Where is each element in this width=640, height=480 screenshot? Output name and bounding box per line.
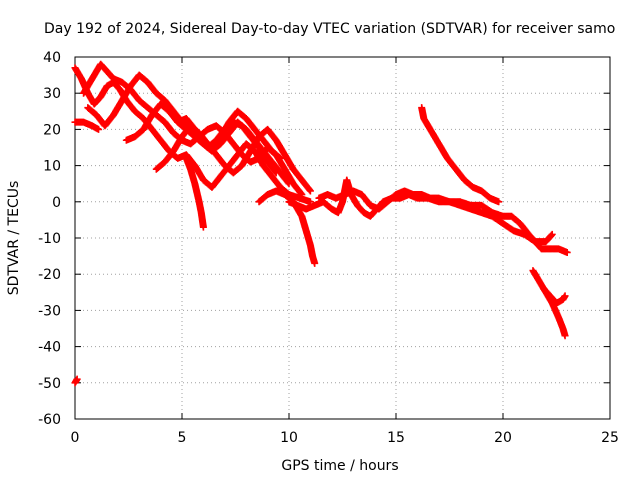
y-axis-label: SDTVAR / TECUs [6, 181, 22, 296]
series-track-10 [315, 187, 571, 256]
data-point [306, 187, 314, 195]
data-point [285, 180, 293, 188]
data-point [199, 223, 207, 231]
y-tick-label: -10 [38, 231, 61, 247]
y-tick-label: 10 [43, 159, 61, 175]
data-marks [71, 60, 571, 387]
y-tick-label: 0 [52, 195, 61, 211]
series-track-13 [540, 285, 569, 307]
data-point [561, 332, 569, 340]
data-point [298, 191, 306, 199]
y-tick-label: -20 [38, 267, 61, 283]
series-track-5 [152, 122, 314, 195]
data-point [495, 198, 503, 206]
x-tick-label: 10 [280, 430, 298, 446]
y-tick-label: 40 [43, 50, 61, 66]
data-point [73, 375, 81, 383]
x-axis-label: GPS time / hours [281, 458, 398, 474]
data-point [95, 125, 103, 133]
series-track-12 [529, 267, 569, 340]
series-track-14 [71, 118, 103, 133]
x-tick-label: 0 [71, 430, 80, 446]
data-point [561, 292, 569, 300]
y-tick-label: -50 [38, 376, 61, 392]
data-point [548, 230, 556, 238]
data-point [276, 154, 284, 162]
series-track-9 [285, 176, 556, 246]
x-tick-label: 20 [494, 430, 512, 446]
x-tick-label: 5 [178, 430, 187, 446]
y-tick-label: -60 [38, 412, 61, 428]
data-point [275, 154, 283, 162]
y-tick-label: -30 [38, 303, 61, 319]
series-track-11 [418, 104, 503, 206]
x-tick-label: 25 [601, 430, 619, 446]
data-point [547, 231, 555, 239]
chart-title: Day 192 of 2024, Sidereal Day-to-day VTE… [44, 21, 615, 37]
data-point [563, 248, 571, 256]
y-tick-label: 30 [43, 86, 61, 102]
y-tick-label: 20 [43, 122, 61, 138]
y-tick-label: -40 [38, 340, 61, 356]
x-tick-label: 15 [387, 430, 405, 446]
data-point [311, 259, 319, 267]
series-track-6 [174, 107, 284, 162]
series-track-7 [182, 154, 207, 231]
axis-ticks: 0 5 10 15 20 25 -60 -50 -40 -30 -20 -10 0 10 20 30 40 [38, 50, 619, 446]
series-track-15 [71, 375, 81, 387]
